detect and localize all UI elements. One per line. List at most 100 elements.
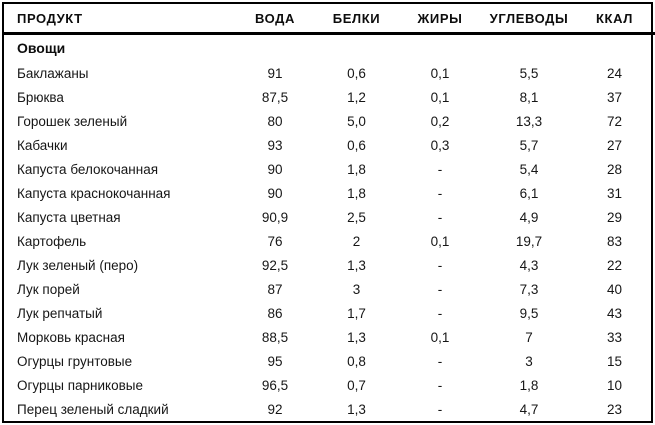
value-cell: 0,6: [347, 65, 366, 81]
value-cell: 1,3: [347, 329, 366, 345]
value-cell: 0,1: [430, 233, 450, 249]
value-cell: 40: [606, 281, 623, 297]
value-cell: 23: [606, 401, 623, 417]
value-cell: 24: [606, 65, 623, 81]
value-cell: 28: [606, 161, 623, 177]
value-cell: 1,3: [347, 401, 366, 417]
value-cell: 87,5: [261, 89, 289, 105]
value-cell: 2,5: [347, 209, 366, 225]
table-row: Кабачки 93 0,6 0,3 5,7 27: [4, 133, 655, 157]
value-cell: 80: [267, 113, 283, 129]
value-cell: 0,8: [347, 353, 366, 369]
section-label: Овощи: [17, 40, 66, 56]
value-cell: -: [437, 257, 443, 273]
column-header-product: ПРОДУКТ: [4, 4, 233, 35]
value-cell: 31: [606, 185, 623, 201]
value-cell: 0,3: [430, 137, 450, 153]
table-row: Перец зеленый сладкий 92 1,3 - 4,7 23: [4, 397, 655, 421]
value-cell: 3: [525, 353, 533, 369]
value-cell: 2: [352, 233, 361, 249]
value-cell: -: [437, 185, 443, 201]
column-header-kcal: ККАЛ: [574, 4, 655, 35]
value-cell: 1,3: [347, 257, 366, 273]
value-cell: 5,7: [519, 137, 539, 153]
product-name-cell: Горошек зеленый: [17, 113, 128, 129]
table-row: Баклажаны 91 0,6 0,1 5,5 24: [4, 61, 655, 85]
table-row: Капуста краснокочанная 90 1,8 - 6,1 31: [4, 181, 655, 205]
value-cell: 90: [267, 161, 283, 177]
value-cell: 5,4: [519, 161, 539, 177]
value-cell: -: [437, 305, 443, 321]
value-cell: 1,8: [347, 185, 366, 201]
value-cell: 43: [606, 305, 623, 321]
value-cell: 0,7: [347, 377, 366, 393]
product-name-cell: Лук зеленый (перо): [17, 257, 139, 273]
product-name-cell: Капуста цветная: [17, 209, 121, 225]
table-row: Брюква 87,5 1,2 0,1 8,1 37: [4, 85, 655, 109]
column-header-proteins: БЕЛКИ: [317, 4, 396, 35]
value-cell: 15: [606, 353, 623, 369]
value-cell: 7: [525, 329, 533, 345]
product-name-cell: Огурцы грунтовые: [17, 353, 133, 369]
product-name-cell: Лук репчатый: [17, 305, 103, 321]
value-cell: 4,3: [519, 257, 539, 273]
value-cell: 9,5: [519, 305, 539, 321]
value-cell: -: [437, 353, 443, 369]
product-name-cell: Перец зеленый сладкий: [17, 401, 169, 417]
value-cell: 0,6: [347, 137, 366, 153]
value-cell: 27: [606, 137, 623, 153]
value-cell: 0,2: [430, 113, 450, 129]
value-cell: 5,0: [347, 113, 366, 129]
header-row: ПРОДУКТ ВОДА БЕЛКИ ЖИРЫ УГЛЕВОДЫ ККАЛ: [4, 4, 655, 35]
value-cell: 86: [267, 305, 283, 321]
value-cell: 83: [606, 233, 623, 249]
value-cell: 33: [606, 329, 623, 345]
table-row: Картофель 76 2 0,1 19,7 83: [4, 229, 655, 253]
value-cell: 1,8: [519, 377, 539, 393]
value-cell: 3: [352, 281, 361, 297]
value-cell: 0,1: [430, 329, 450, 345]
value-cell: -: [437, 209, 443, 225]
value-cell: -: [437, 281, 443, 297]
value-cell: 7,3: [519, 281, 539, 297]
value-cell: 0,1: [430, 65, 450, 81]
column-header-water: ВОДА: [233, 4, 317, 35]
product-name-cell: Кабачки: [17, 137, 68, 153]
table-body: Овощи Баклажаны 91 0,6 0,1 5,5 24 Брюква 87,5 1,…: [4, 34, 655, 422]
product-name-cell: Картофель: [17, 233, 87, 249]
table-row: Капуста цветная 90,9 2,5 - 4,9 29: [4, 205, 655, 229]
table-row: Огурцы парниковые 96,5 0,7 - 1,8 10: [4, 373, 655, 397]
product-name-cell: Брюква: [17, 89, 64, 105]
value-cell: 13,3: [515, 113, 543, 129]
value-cell: 10: [606, 377, 623, 393]
table-row: Лук репчатый 86 1,7 - 9,5 43: [4, 301, 655, 325]
product-name-cell: Огурцы парниковые: [17, 377, 143, 393]
product-name-cell: Капуста краснокочанная: [17, 185, 171, 201]
value-cell: 29: [606, 209, 623, 225]
value-cell: 95: [267, 353, 283, 369]
product-name-cell: Лук порей: [17, 281, 80, 297]
value-cell: 1,8: [347, 161, 366, 177]
value-cell: 91: [267, 65, 283, 81]
product-name-cell: Баклажаны: [17, 65, 89, 81]
nutrition-table: ПРОДУКТ ВОДА БЕЛКИ ЖИРЫ УГЛЕВОДЫ ККАЛ Ов…: [4, 4, 655, 421]
table-row: Капуста белокочанная 90 1,8 - 5,4 28: [4, 157, 655, 181]
value-cell: 76: [267, 233, 283, 249]
value-cell: 92,5: [261, 257, 289, 273]
value-cell: 4,7: [519, 401, 539, 417]
column-header-fats: ЖИРЫ: [396, 4, 484, 35]
value-cell: 93: [267, 137, 283, 153]
table-row: Огурцы грунтовые 95 0,8 - 3 15: [4, 349, 655, 373]
value-cell: 4,9: [519, 209, 539, 225]
section-row: Овощи: [4, 34, 655, 62]
value-cell: 5,5: [519, 65, 539, 81]
table-row: Горошек зеленый 80 5,0 0,2 13,3 72: [4, 109, 655, 133]
value-cell: 8,1: [519, 89, 539, 105]
value-cell: 19,7: [515, 233, 543, 249]
value-cell: 1,2: [347, 89, 366, 105]
table-row: Лук порей 87 3 - 7,3 40: [4, 277, 655, 301]
value-cell: -: [437, 377, 443, 393]
value-cell: 37: [606, 89, 623, 105]
